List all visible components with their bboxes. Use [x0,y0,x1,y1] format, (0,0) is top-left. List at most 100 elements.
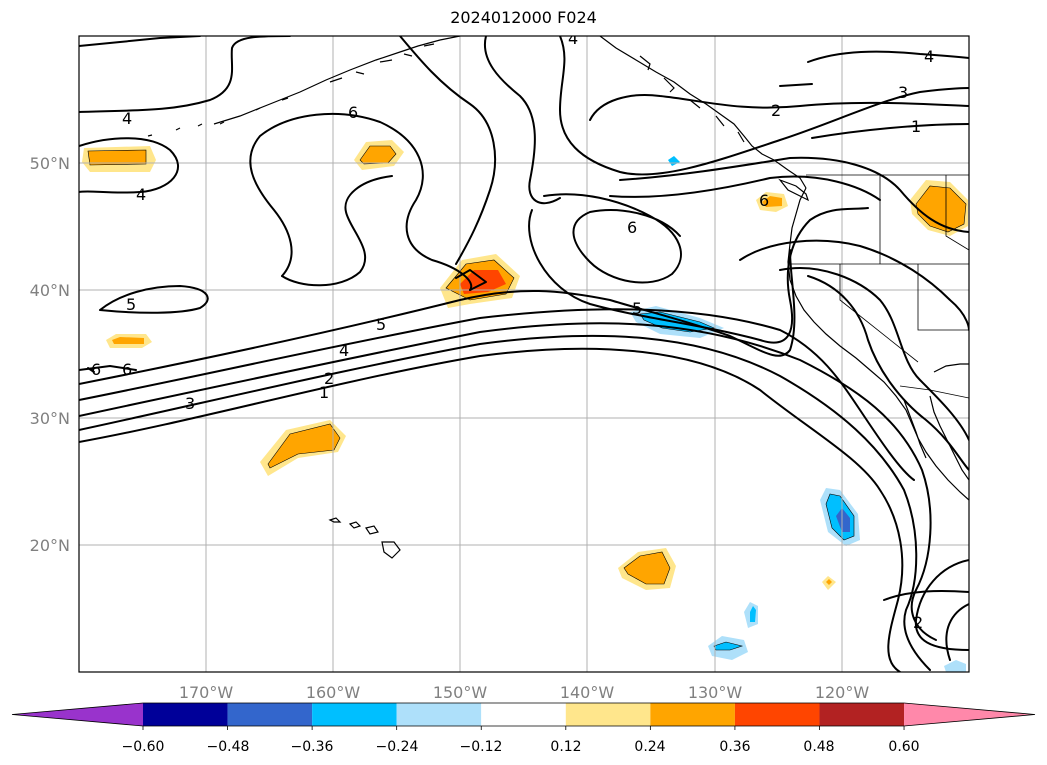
contour-5-center [483,36,561,205]
contour-6-east [543,193,682,284]
contour-3 [79,322,937,641]
lon-axis-labels: 170°W 160°W 150°W 140°W 130°W 120°W [179,683,870,702]
colorbar-tick-label: −0.24 [376,739,419,755]
colorbar-extend-min [12,703,143,726]
negative-area-127w-core [750,606,756,622]
lon-label: 130°W [688,683,743,702]
gridlines [79,36,969,672]
map-title: 2024012000 F024 [450,8,597,27]
map-frame [78,35,970,673]
contour-label: 6 [627,218,637,237]
contour-4-inner [79,36,291,113]
lon-label: 170°W [179,683,234,702]
contour-east-3 [779,267,969,441]
contour-label: 4 [339,341,349,360]
contour-label: 5 [376,315,386,334]
colorbar-segment [227,703,313,726]
contour-label: 6 [91,360,101,379]
negative-area-120w-core [836,508,850,532]
colorbar-tick-label: 0.24 [634,739,665,755]
contour-5-outer [528,207,869,344]
contour-label: 5 [632,299,642,318]
positive-area-176w-core [112,337,144,344]
positive-area-156w-core [360,146,396,164]
negative-area-129w-core [714,642,742,650]
contour-label: 3 [898,83,908,102]
contour-4-center [399,36,496,265]
colorbar-segment [819,703,905,726]
contour-east-4 [739,239,969,331]
contour-label: 2 [324,369,334,388]
contour-label: 4 [568,29,578,48]
lat-label: 50°N [30,154,70,173]
contour-label: 3 [185,394,195,413]
colorbar-tick-label: 0.36 [719,739,750,755]
colorbar-tick-label: −0.12 [460,739,503,755]
lat-axis-labels: 50°N 40°N 30°N 20°N [30,154,70,555]
contour-lines [79,36,969,672]
lat-label: 20°N [30,536,70,555]
contour-2-east [589,94,969,121]
colorbar-segment [481,703,566,726]
shade-outlines [87,145,967,651]
contour-label: 1 [319,383,329,402]
map-background [79,36,969,672]
contour-lower-right [945,603,969,661]
alaska-panhandle-coast [599,36,807,189]
lon-label: 160°W [306,683,361,702]
contour-6-inner [281,175,393,287]
contour-label: 1 [911,117,921,136]
lon-label: 120°W [815,683,870,702]
contour-east-mid-2 [609,175,881,201]
colorbar-segment [396,703,482,726]
west-coast-north-america [787,187,969,501]
contour-6-west [249,113,473,291]
colorbar-tick-label: 0.48 [803,739,834,755]
contour-4-east [807,50,969,63]
positive-area-113w-core [916,186,966,232]
lon-label: 140°W [560,683,615,702]
colorbar-segment [312,703,397,726]
coastlines [147,36,969,559]
colorbar-tick-label: 0.60 [888,739,919,755]
colorbar-segment [734,703,820,726]
colorbar-tick-label: −0.48 [207,739,250,755]
positive-area-135w-core [624,552,670,584]
contour-label: 2 [913,613,923,632]
colorbar-extend-max [904,703,1035,726]
contour-1 [79,347,904,672]
colorbar-tick-label: 0.12 [550,739,581,755]
contour-4 [79,308,915,481]
contour-3-east [559,36,969,176]
contour-label: 6 [348,103,358,122]
lon-label: 150°W [433,683,488,702]
contour-4-north [79,36,201,47]
contour-5 [79,249,796,385]
contour-label: 4 [122,109,132,128]
contour-1-east [811,123,969,139]
contour-south-east [914,559,969,651]
hawaii-coast [328,517,401,559]
colorbar-tick-label: −0.36 [291,739,334,755]
contour-6-west-small [79,365,137,373]
contour-5-west-small [99,285,209,314]
positive-area-west-50n-core [88,150,146,165]
contour-label: 6 [122,360,132,379]
colorbar-tick-label: −0.60 [122,739,165,755]
positive-area-121w-core [826,579,832,585]
contour-label-group: 4 4 6 5 6 6 5 4 3 2 1 6 5 2 3 4 1 6 4 2 [91,29,934,632]
contour-label: 6 [759,191,769,210]
negative-area-112w-south [944,660,966,672]
contour-label: 5 [126,295,136,314]
contour-label: 4 [136,185,146,204]
lat-label: 40°N [30,281,70,300]
contour-label: 2 [771,101,781,120]
lat-label: 30°N [30,409,70,428]
colorbar-segment [143,703,228,726]
colorbar-segment [565,703,651,726]
contour-east-2 [807,275,969,471]
contour-east-mid [619,156,969,233]
contour-4-west [79,137,180,194]
vancouver-island-coast [778,178,810,202]
positive-area-126w-core [762,196,782,207]
